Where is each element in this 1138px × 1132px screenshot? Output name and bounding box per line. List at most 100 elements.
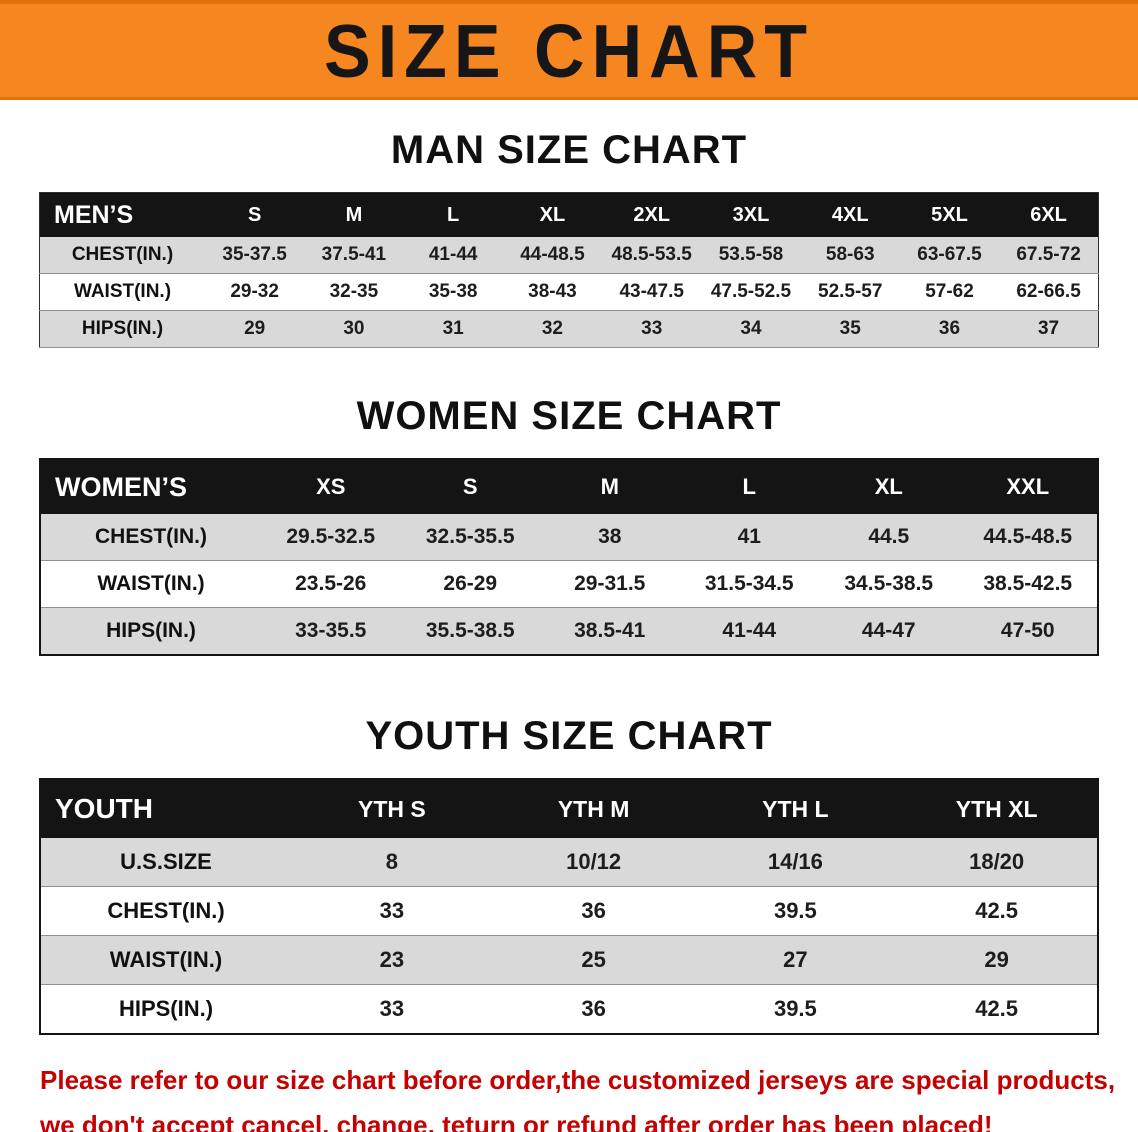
size-value: 53.5-58 — [718, 244, 784, 265]
row-label: CHEST(IN.) — [95, 525, 207, 548]
size-column-header: 2XL — [602, 192, 702, 237]
size-value: 33 — [379, 898, 405, 923]
size-value: 32-35 — [329, 281, 379, 302]
size-value: 23 — [379, 947, 405, 972]
women-size-table: WOMEN’S XS S M L XL XXL CHEST(IN.) 29.5-32.5 32.… — [39, 458, 1099, 656]
size-value: 38.5-41 — [574, 619, 646, 642]
size-value: 38.5-42.5 — [983, 572, 1073, 595]
size-column-header: YTH S — [291, 779, 493, 838]
size-column-header: XL — [819, 459, 959, 514]
size-value: 27 — [783, 947, 808, 972]
size-value: 58-63 — [825, 244, 875, 265]
size-value: 34 — [740, 318, 762, 339]
size-column-header: YTH XL — [896, 779, 1098, 838]
table-corner-label: WOMEN’S — [40, 459, 261, 514]
size-column-header: YTH M — [492, 779, 695, 838]
size-value: 29.5-32.5 — [286, 525, 376, 548]
table-row: WAIST(IN.) 29-32 32-35 35-38 38-43 43-47.5 47.… — [39, 273, 1099, 311]
size-column-header: M — [304, 192, 404, 237]
disclaimer-line-1: Please refer to our size chart before or… — [40, 1065, 1116, 1095]
size-value: 37.5-41 — [321, 244, 387, 265]
size-value: 67.5-72 — [1016, 244, 1081, 265]
table-row: CHEST(IN.) 33 36 39.5 42.5 — [40, 886, 1098, 936]
banner-title: SIZE CHART — [324, 8, 814, 93]
row-label: U.S.SIZE — [120, 849, 212, 874]
size-value: 33-35.5 — [295, 619, 367, 642]
size-value: 32.5-35.5 — [425, 525, 515, 548]
size-column-header: XXL — [958, 459, 1098, 514]
size-column-header: 3XL — [701, 192, 801, 237]
size-column-header: M — [540, 459, 680, 514]
row-label: HIPS(IN.) — [106, 619, 196, 642]
table-corner-label: MEN’S — [39, 192, 205, 237]
size-value: 43-47.5 — [619, 281, 684, 302]
row-label: HIPS(IN.) — [81, 318, 164, 339]
table-corner-label: YOUTH — [40, 779, 291, 838]
size-value: 42.5 — [975, 898, 1019, 923]
row-label: WAIST(IN.) — [109, 947, 223, 972]
size-column-header: XL — [502, 192, 603, 237]
size-value: 44-47 — [861, 619, 916, 642]
size-column-header: 6XL — [999, 192, 1099, 237]
size-column-header: S — [205, 192, 305, 237]
size-value: 44.5 — [868, 525, 910, 548]
table-row: HIPS(IN.) 29 30 31 32 33 34 35 36 37 — [39, 310, 1099, 348]
size-value: 36 — [581, 996, 606, 1021]
size-value: 57-62 — [925, 281, 974, 302]
row-label: WAIST(IN.) — [97, 572, 205, 595]
size-value: 25 — [581, 947, 606, 972]
men-size-section: MAN SIZE CHART MEN’S S M L XL 2XL 3XL 4XL 5XL 6XL… — [0, 126, 1138, 348]
size-column-header: L — [403, 192, 503, 237]
size-value: 10/12 — [566, 849, 622, 874]
row-label: HIPS(IN.) — [118, 996, 214, 1021]
men-table-header-row: MEN’S S M L XL 2XL 3XL 4XL 5XL 6XL — [39, 192, 1099, 237]
size-value: 29 — [984, 947, 1009, 972]
men-size-table: MEN’S S M L XL 2XL 3XL 4XL 5XL 6XL CHEST(IN.) 35-3… — [39, 192, 1099, 348]
youth-size-section: YOUTH SIZE CHART YOUTH YTH S YTH M YTH L YTH… — [0, 712, 1138, 1035]
size-column-header: S — [400, 459, 540, 514]
size-value: 48.5-53.5 — [611, 244, 692, 265]
size-value: 38 — [598, 525, 622, 548]
size-value: 31.5-34.5 — [704, 572, 794, 595]
size-value: 41 — [737, 525, 761, 548]
size-value: 29-32 — [230, 281, 279, 302]
size-value: 42.5 — [975, 996, 1019, 1021]
size-value: 35 — [839, 318, 861, 339]
size-value: 29-31.5 — [574, 572, 646, 595]
size-value: 29 — [244, 318, 266, 339]
size-column-header: L — [679, 459, 819, 514]
size-value: 35-38 — [428, 281, 478, 302]
size-value: 8 — [385, 849, 398, 874]
size-value: 41-44 — [428, 244, 478, 265]
size-column-header: YTH L — [694, 779, 897, 838]
size-value: 36 — [938, 318, 961, 339]
size-value: 47-50 — [1000, 619, 1055, 642]
table-row: WAIST(IN.) 23.5-26 26-29 29-31.5 31.5-34.5 34… — [40, 560, 1098, 608]
size-value: 38-43 — [528, 281, 577, 302]
disclaimer-note: Please refer to our size chart before or… — [40, 1063, 1138, 1132]
size-value: 35.5-38.5 — [425, 619, 515, 642]
size-value: 63-67.5 — [917, 244, 982, 265]
row-label: CHEST(IN.) — [107, 898, 225, 923]
size-value: 35-37.5 — [222, 244, 287, 265]
size-value: 34.5-38.5 — [844, 572, 934, 595]
women-size-section: WOMEN SIZE CHART WOMEN’S XS S M L XL XXL CHEST… — [0, 392, 1138, 656]
disclaimer-line-2: we don't accept cancel, change, teturn o… — [40, 1110, 993, 1132]
women-table-header-row: WOMEN’S XS S M L XL XXL — [40, 459, 1098, 514]
table-row: HIPS(IN.) 33-35.5 35.5-38.5 38.5-41 41-44 44-… — [40, 607, 1098, 655]
size-value: 32 — [541, 318, 563, 339]
size-value: 18/20 — [969, 849, 1025, 874]
size-column-header: 4XL — [800, 192, 900, 237]
women-section-title: WOMEN SIZE CHART — [356, 394, 782, 438]
men-section-title: MAN SIZE CHART — [390, 128, 748, 172]
size-value: 30 — [343, 318, 365, 339]
table-row: U.S.SIZE 8 10/12 14/16 18/20 — [40, 838, 1098, 887]
size-value: 23.5-26 — [295, 572, 367, 595]
size-value: 44.5-48.5 — [983, 525, 1073, 548]
table-row: CHEST(IN.) 29.5-32.5 32.5-35.5 38 41 44.5 44.5… — [40, 514, 1098, 561]
size-chart-banner: SIZE CHART — [0, 0, 1138, 100]
size-value: 41-44 — [722, 619, 777, 642]
youth-size-table: YOUTH YTH S YTH M YTH L YTH XL U.S.SIZE 8 10/1… — [39, 778, 1099, 1035]
table-row: HIPS(IN.) 33 36 39.5 42.5 — [40, 984, 1098, 1034]
table-row: CHEST(IN.) 35-37.5 37.5-41 41-44 44-48.5 48.5… — [39, 237, 1099, 274]
